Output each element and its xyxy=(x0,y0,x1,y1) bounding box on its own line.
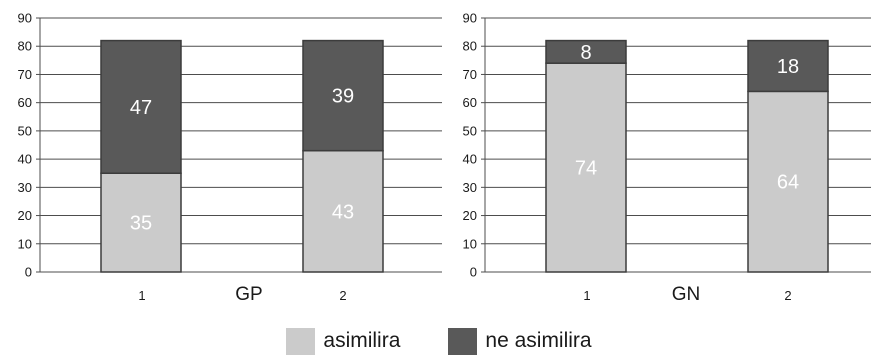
y-tick-label: 10 xyxy=(18,236,32,251)
y-tick-label: 30 xyxy=(18,180,32,195)
bar-segment-ne-asimilira xyxy=(545,39,627,64)
data-label: 35 xyxy=(130,213,152,235)
data-label: 18 xyxy=(777,56,799,78)
y-tick-label: 60 xyxy=(18,95,32,110)
y-tick-label: 20 xyxy=(18,208,32,223)
bar-segment-asimilira xyxy=(545,62,627,273)
stacked-bar-charts: 0 10 20 30 40 50 60 70 80 90 35 47 1 43 39 2 GP 0 10 20 30 40… xyxy=(18,11,871,305)
bar-segment-ne-asimilira xyxy=(100,39,182,174)
y-tick-label: 40 xyxy=(463,152,477,167)
data-label: 43 xyxy=(332,201,354,223)
data-label: 47 xyxy=(130,97,152,119)
data-label: 39 xyxy=(332,86,354,108)
y-tick-label: 0 xyxy=(470,265,477,280)
group-label: GN xyxy=(672,284,701,305)
y-tick-label: 80 xyxy=(463,39,477,54)
data-label: 64 xyxy=(777,172,799,194)
group-label: GP xyxy=(235,284,262,305)
y-tick-label: 70 xyxy=(463,67,477,82)
y-tick-label: 70 xyxy=(18,67,32,82)
y-tick-label: 50 xyxy=(463,123,477,138)
legend-item-asimilira: asimilira xyxy=(286,327,401,355)
data-label: 8 xyxy=(580,42,591,64)
legend-item-ne-asimilira: ne asimilira xyxy=(448,327,592,355)
y-tick-label: 60 xyxy=(463,95,477,110)
y-tick-label: 40 xyxy=(18,152,32,167)
y-tick-label: 0 xyxy=(25,265,32,280)
y-tick-label: 90 xyxy=(18,11,32,26)
bar-segment-ne-asimilira xyxy=(747,39,829,93)
y-tick-label: 30 xyxy=(463,180,477,195)
legend-swatch-ne-asimilira xyxy=(448,327,478,355)
legend-swatch-asimilira xyxy=(286,327,316,355)
legend-label-asimilira: asimilira xyxy=(323,329,401,352)
x-tick-label: 2 xyxy=(784,288,791,303)
y-tick-label: 10 xyxy=(463,236,477,251)
legend-label-ne-asimilira: ne asimilira xyxy=(485,329,592,352)
x-tick-label: 2 xyxy=(339,288,346,303)
bar-segment-asimilira xyxy=(747,90,829,273)
x-tick-label: 1 xyxy=(138,288,145,303)
y-tick-label: 90 xyxy=(463,11,477,26)
y-tick-label: 50 xyxy=(18,123,32,138)
bar-segment-asimilira xyxy=(100,172,182,273)
x-tick-label: 1 xyxy=(583,288,590,303)
y-tick-label: 80 xyxy=(18,39,32,54)
legend: asimilira ne asimilira xyxy=(0,326,878,356)
data-label: 74 xyxy=(575,158,597,180)
bar-segment-ne-asimilira xyxy=(302,39,384,152)
y-tick-label: 20 xyxy=(463,208,477,223)
